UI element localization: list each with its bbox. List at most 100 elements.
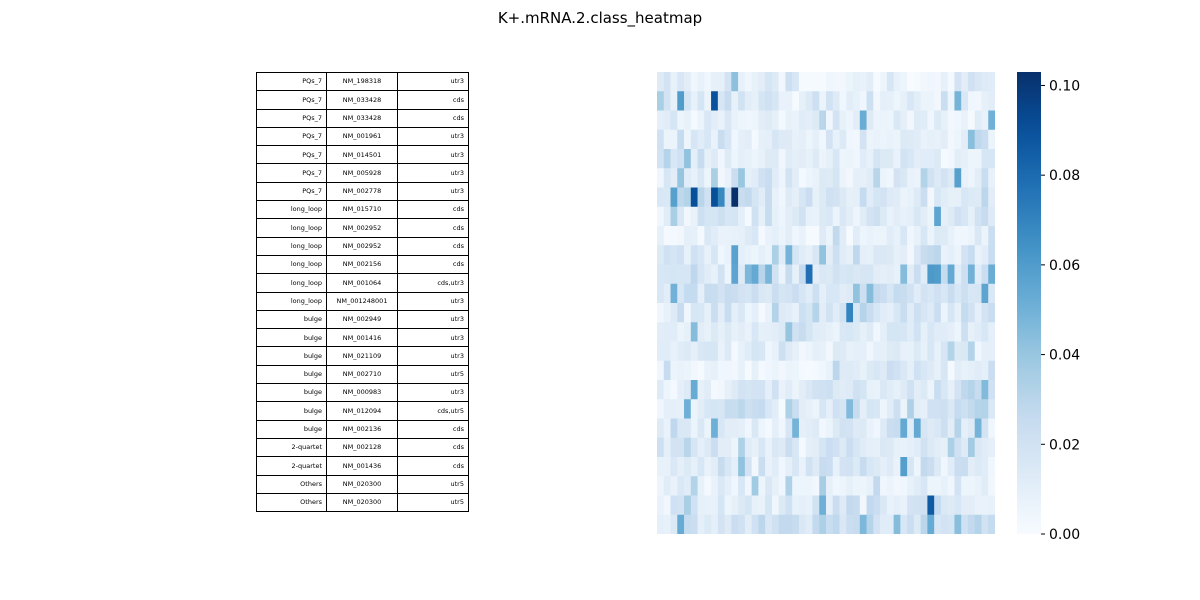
heatmap-cell (724, 360, 732, 381)
heatmap-cell (826, 457, 834, 477)
heatmap-cell (900, 303, 908, 323)
heatmap-cell (853, 168, 861, 188)
heatmap-cell (900, 206, 908, 227)
heatmap-cell (677, 110, 685, 131)
heatmap-cell (832, 360, 840, 381)
heatmap-cell (663, 476, 671, 496)
row-class-cell: long_loop (256, 236, 327, 256)
heatmap-cell (826, 322, 834, 342)
heatmap-cell (798, 514, 807, 534)
heatmap-cell (805, 399, 813, 419)
heatmap-cell (744, 303, 752, 323)
heatmap-cell (927, 418, 935, 439)
heatmap-cell (724, 495, 732, 516)
heatmap-cell (846, 206, 854, 227)
heatmap-cell (839, 437, 847, 458)
heatmap-cell (913, 341, 921, 362)
heatmap-cell (974, 264, 982, 285)
heatmap-cell (967, 341, 976, 362)
heatmap-cell (961, 91, 969, 111)
colorbar-tick-label: 0.10 (1049, 78, 1080, 94)
heatmap-cell (711, 322, 719, 342)
heatmap-cell (704, 264, 712, 285)
heatmap-cell (907, 322, 915, 342)
heatmap-cell (988, 437, 995, 458)
heatmap-cell (684, 110, 692, 131)
heatmap-cell (974, 457, 982, 477)
heatmap-cell (900, 360, 908, 381)
heatmap-cell (765, 187, 773, 208)
heatmap-cell (947, 110, 955, 131)
heatmap-cell (711, 72, 719, 92)
heatmap-cell (907, 283, 915, 304)
heatmap-cell (846, 322, 854, 342)
heatmap-cell (907, 418, 915, 439)
row-class-cell: Others (256, 474, 327, 494)
heatmap-cell (853, 322, 861, 342)
heatmap-cell (758, 476, 766, 496)
heatmap-cell (988, 476, 995, 496)
heatmap-cell (677, 457, 685, 477)
heatmap-cell (866, 129, 874, 150)
heatmap-cell (751, 264, 759, 285)
heatmap-cell (967, 399, 976, 419)
table-row: PQs_7 NM_005928 utr3 (256, 163, 469, 183)
heatmap-cell (873, 245, 881, 265)
row-region-cell: cds (397, 108, 469, 128)
heatmap-cell (832, 380, 840, 400)
heatmap-cell (717, 91, 725, 111)
row-accession-cell: NM_002156 (326, 254, 398, 275)
table-row: PQs_7 NM_002778 utr3 (256, 181, 469, 202)
heatmap-cell (684, 168, 692, 188)
heatmap-cell (927, 476, 935, 496)
row-accession-cell: NM_198318 (326, 71, 398, 92)
heatmap-cell (819, 91, 827, 111)
heatmap-cell (657, 476, 665, 496)
heatmap-cell (927, 437, 935, 458)
heatmap-cell (981, 206, 989, 227)
heatmap-cell (798, 495, 807, 516)
heatmap-cell (947, 303, 955, 323)
heatmap-cell (778, 226, 786, 246)
heatmap-cell (704, 514, 712, 534)
heatmap-cell (744, 283, 752, 304)
heatmap-cell (886, 341, 894, 362)
heatmap-cell (961, 341, 969, 362)
heatmap-cell (771, 72, 780, 92)
heatmap-cell (738, 303, 746, 323)
row-class-cell: bulge (256, 346, 327, 366)
heatmap-cell (934, 283, 942, 304)
row-region-cell: cds (397, 236, 469, 256)
heatmap-cell (920, 418, 928, 439)
heatmap-cell (913, 457, 921, 477)
heatmap-cell (954, 72, 962, 92)
heatmap-cell (988, 72, 995, 92)
heatmap-cell (670, 303, 678, 323)
heatmap-cell (697, 283, 705, 304)
heatmap-cell (846, 91, 854, 111)
heatmap-cell (859, 495, 867, 516)
heatmap-cell (893, 206, 901, 227)
heatmap-cell (853, 91, 861, 111)
heatmap-cell (805, 72, 813, 92)
heatmap-cell (981, 91, 989, 111)
heatmap-cell (934, 399, 942, 419)
heatmap-cell (873, 514, 881, 534)
colorbar: 0.00 0.02 0.04 0.06 0.08 0.10 (1017, 72, 1080, 543)
heatmap-cell (873, 91, 881, 111)
heatmap-cell (967, 110, 976, 131)
heatmap-cell (684, 341, 692, 362)
heatmap-cell (826, 495, 834, 516)
heatmap-cell (907, 245, 915, 265)
heatmap-cell (866, 380, 874, 400)
heatmap-cell (819, 322, 827, 342)
heatmap-cell (900, 168, 908, 188)
heatmap-cell (866, 437, 874, 458)
heatmap-cell (684, 283, 692, 304)
heatmap-cell (792, 360, 800, 381)
heatmap-cell (947, 495, 955, 516)
row-class-cell: long_loop (256, 291, 327, 311)
heatmap-cell (792, 457, 800, 477)
heatmap-cell (711, 514, 719, 534)
heatmap-cell (819, 303, 827, 323)
